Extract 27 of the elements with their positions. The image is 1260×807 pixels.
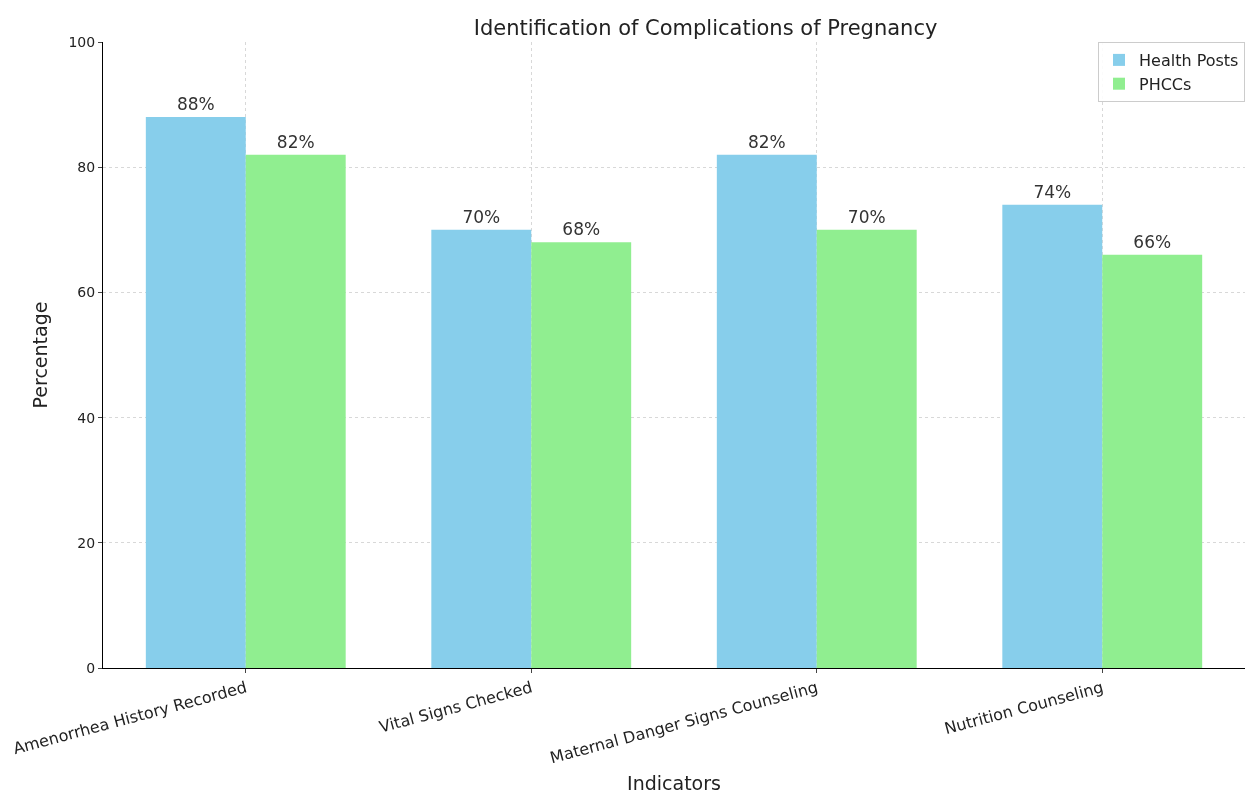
bar <box>245 154 346 668</box>
data-label: 66% <box>1133 231 1172 252</box>
data-label: 70% <box>462 206 501 227</box>
data-label: 82% <box>747 131 786 152</box>
data-label: 74% <box>1033 181 1072 202</box>
y-tick-label: 40 <box>77 409 96 426</box>
data-label: 70% <box>847 206 886 227</box>
bar <box>1002 204 1103 668</box>
legend-label: Health Posts <box>1139 51 1239 71</box>
legend-label: PHCCs <box>1139 74 1192 94</box>
data-label: 88% <box>176 94 215 115</box>
chart-title: Identification of Complications of Pregnancy <box>473 15 938 40</box>
x-axis-title: Indicators <box>627 772 721 795</box>
y-tick-label: 0 <box>86 659 96 676</box>
y-tick-label: 60 <box>77 284 96 301</box>
bar <box>145 117 246 668</box>
data-label: 82% <box>276 131 315 152</box>
bar <box>531 242 632 668</box>
bar <box>1102 254 1203 668</box>
y-tick-label: 20 <box>77 534 96 551</box>
data-label: 68% <box>562 219 601 240</box>
y-tick-label: 100 <box>68 33 96 50</box>
y-tick-label: 80 <box>77 159 96 176</box>
bar <box>816 229 917 668</box>
bar <box>431 229 532 668</box>
y-axis-title: Percentage <box>29 301 52 409</box>
bar <box>716 154 817 668</box>
